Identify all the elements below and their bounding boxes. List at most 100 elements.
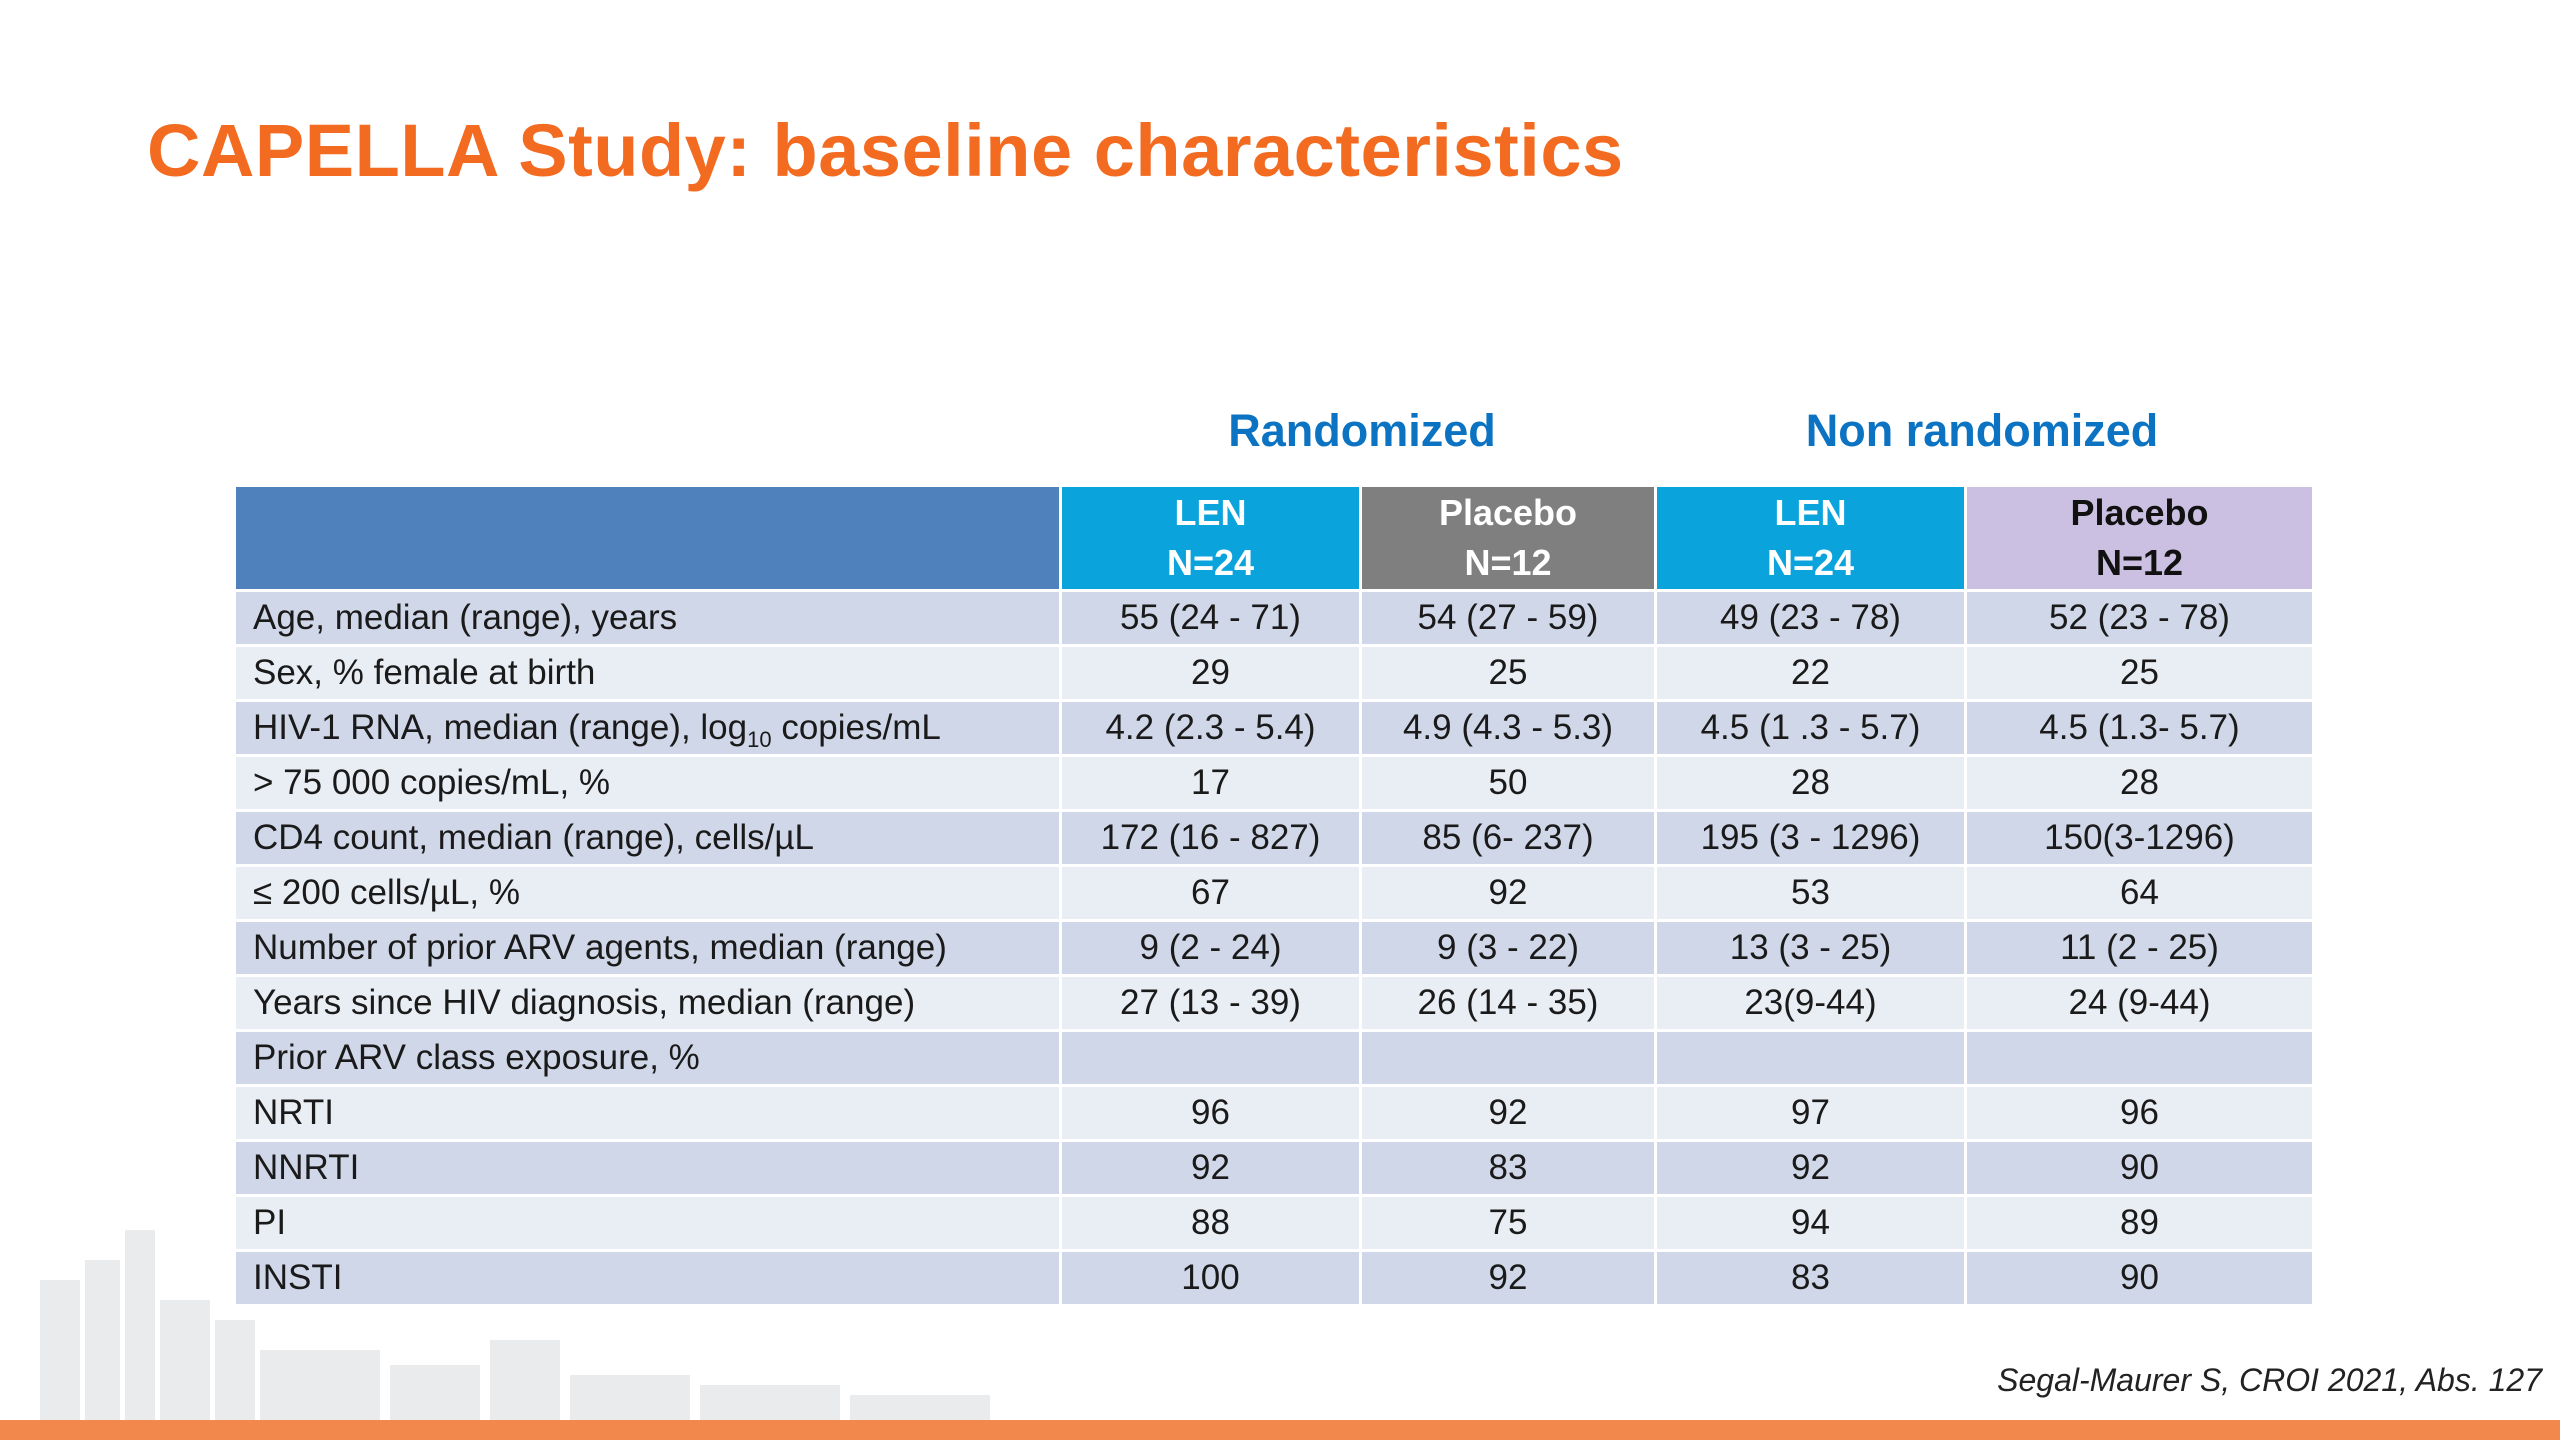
table-cell: 9 (2 - 24) xyxy=(1059,919,1362,977)
table-cell: 11 (2 - 25) xyxy=(1964,919,2315,977)
table-cell: 52 (23 - 78) xyxy=(1964,589,2315,647)
row-label: Years since HIV diagnosis, median (range… xyxy=(233,974,1062,1032)
table-cell: 92 xyxy=(1654,1139,1967,1197)
group-header-non-randomized: Non randomized xyxy=(1805,405,2159,456)
table-cell: 83 xyxy=(1359,1139,1657,1197)
table-cell: 17 xyxy=(1059,754,1362,812)
row-label: Age, median (range), years xyxy=(233,589,1062,647)
table-cell: 83 xyxy=(1654,1249,1967,1307)
table-cell xyxy=(1359,1029,1657,1087)
table-cell: 89 xyxy=(1964,1194,2315,1252)
column-header-placebo-randomized: Placebo N=12 xyxy=(1359,484,1657,592)
table-row: > 75 000 copies/mL, % 17 50 28 28 xyxy=(233,754,2315,812)
table-row: HIV-1 RNA, median (range), log10 copies/… xyxy=(233,699,2315,757)
row-label: INSTI xyxy=(233,1249,1062,1307)
table-cell: 4.5 (1.3- 5.7) xyxy=(1964,699,2315,757)
table-header-row: LEN N=24 Placebo N=12 LEN N=24 Placebo N… xyxy=(233,484,2315,592)
table-cell: 96 xyxy=(1964,1084,2315,1142)
column-header-name: LEN xyxy=(1174,492,1247,533)
table-row: Age, median (range), years 55 (24 - 71) … xyxy=(233,589,2315,647)
table-row: ≤ 200 cells/µL, % 67 92 53 64 xyxy=(233,864,2315,922)
table-cell: 49 (23 - 78) xyxy=(1654,589,1967,647)
table-cell: 85 (6- 237) xyxy=(1359,809,1657,867)
row-label: Prior ARV class exposure, % xyxy=(233,1029,1062,1087)
table-cell: 97 xyxy=(1654,1084,1967,1142)
column-header-name: Placebo xyxy=(2070,492,2209,533)
table-cell: 29 xyxy=(1059,644,1362,702)
table-cell: 172 (16 - 827) xyxy=(1059,809,1362,867)
table-cell: 9 (3 - 22) xyxy=(1359,919,1657,977)
row-label: > 75 000 copies/mL, % xyxy=(233,754,1062,812)
table-row: NNRTI 92 83 92 90 xyxy=(233,1139,2315,1197)
row-label: CD4 count, median (range), cells/µL xyxy=(233,809,1062,867)
row-label: HIV-1 RNA, median (range), log10 copies/… xyxy=(233,699,1062,757)
row-label: NNRTI xyxy=(233,1139,1062,1197)
column-header-placebo-non-randomized: Placebo N=12 xyxy=(1964,484,2315,592)
table-row: Sex, % female at birth 29 25 22 25 xyxy=(233,644,2315,702)
row-label-subscript: 10 xyxy=(747,727,772,752)
row-label: Sex, % female at birth xyxy=(233,644,1062,702)
row-label-text: copies/mL xyxy=(771,708,941,747)
table-cell: 64 xyxy=(1964,864,2315,922)
table-cell: 92 xyxy=(1359,864,1657,922)
table-cell: 90 xyxy=(1964,1249,2315,1307)
table-cell: 24 (9-44) xyxy=(1964,974,2315,1032)
citation: Segal-Maurer S, CROI 2021, Abs. 127 xyxy=(1997,1362,2542,1398)
column-header-n: N=12 xyxy=(1464,542,1552,583)
table-cell: 25 xyxy=(1359,644,1657,702)
table-row: INSTI 100 92 83 90 xyxy=(233,1249,2315,1307)
table-cell: 26 (14 - 35) xyxy=(1359,974,1657,1032)
table-row: Prior ARV class exposure, % xyxy=(233,1029,2315,1087)
table-cell: 28 xyxy=(1964,754,2315,812)
table-cell xyxy=(1964,1029,2315,1087)
column-header-n: N=12 xyxy=(2095,542,2184,583)
table-cell: 4.9 (4.3 - 5.3) xyxy=(1359,699,1657,757)
table-cell: 75 xyxy=(1359,1194,1657,1252)
table-cell: 27 (13 - 39) xyxy=(1059,974,1362,1032)
table-cell: 22 xyxy=(1654,644,1967,702)
table-row: PI 88 75 94 89 xyxy=(233,1194,2315,1252)
row-label-text: HIV-1 RNA, median (range), log xyxy=(253,708,748,747)
table-cell: 94 xyxy=(1654,1194,1967,1252)
table-cell: 88 xyxy=(1059,1194,1362,1252)
table-cell xyxy=(1654,1029,1967,1087)
column-header-len-randomized: LEN N=24 xyxy=(1059,484,1362,592)
table-cell: 96 xyxy=(1059,1084,1362,1142)
table-row: Number of prior ARV agents, median (rang… xyxy=(233,919,2315,977)
table-cell: 23(9-44) xyxy=(1654,974,1967,1032)
column-header-n: N=24 xyxy=(1766,542,1855,583)
table-cell: 100 xyxy=(1059,1249,1362,1307)
table-cell: 53 xyxy=(1654,864,1967,922)
table-cell: 67 xyxy=(1059,864,1362,922)
table-cell: 55 (24 - 71) xyxy=(1059,589,1362,647)
row-label: ≤ 200 cells/µL, % xyxy=(233,864,1062,922)
table-cell: 25 xyxy=(1964,644,2315,702)
table-cell: 54 (27 - 59) xyxy=(1359,589,1657,647)
table-cell: 92 xyxy=(1359,1249,1657,1307)
table-cell: 4.5 (1 .3 - 5.7) xyxy=(1654,699,1967,757)
bottom-accent-bar xyxy=(0,1420,2560,1440)
baseline-characteristics-table: LEN N=24 Placebo N=12 LEN N=24 Placebo N… xyxy=(233,484,2315,1307)
table-cell: 13 (3 - 25) xyxy=(1654,919,1967,977)
table-cell: 4.2 (2.3 - 5.4) xyxy=(1059,699,1362,757)
column-header-name: Placebo xyxy=(1438,492,1578,533)
table-cell: 50 xyxy=(1359,754,1657,812)
table-cell: 150(3-1296) xyxy=(1964,809,2315,867)
row-label: Number of prior ARV agents, median (rang… xyxy=(233,919,1062,977)
table-row: Years since HIV diagnosis, median (range… xyxy=(233,974,2315,1032)
slide-title: CAPELLA Study: baseline characteristics xyxy=(147,109,1624,192)
city-skyline-decoration xyxy=(40,1230,990,1420)
group-header-randomized: Randomized xyxy=(1228,405,1496,456)
table-row: NRTI 96 92 97 96 xyxy=(233,1084,2315,1142)
table-cell: 92 xyxy=(1059,1139,1362,1197)
column-header-len-non-randomized: LEN N=24 xyxy=(1654,484,1967,592)
header-corner-cell xyxy=(233,484,1062,592)
table-cell: 92 xyxy=(1359,1084,1657,1142)
table-cell: 90 xyxy=(1964,1139,2315,1197)
table-cell xyxy=(1059,1029,1362,1087)
table-row: CD4 count, median (range), cells/µL 172 … xyxy=(233,809,2315,867)
table-cell: 195 (3 - 1296) xyxy=(1654,809,1967,867)
row-label: NRTI xyxy=(233,1084,1062,1142)
column-header-name: LEN xyxy=(1774,492,1847,533)
column-header-n: N=24 xyxy=(1166,542,1255,583)
